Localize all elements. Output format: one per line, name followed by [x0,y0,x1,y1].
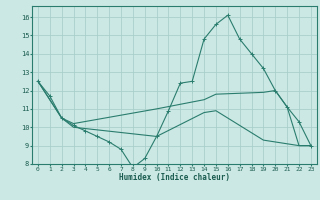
X-axis label: Humidex (Indice chaleur): Humidex (Indice chaleur) [119,173,230,182]
